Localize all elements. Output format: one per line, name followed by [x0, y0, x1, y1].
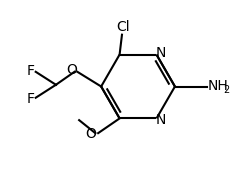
- Text: F: F: [26, 64, 35, 78]
- Text: N: N: [156, 46, 166, 60]
- Text: F: F: [26, 92, 35, 106]
- Text: N: N: [156, 113, 166, 127]
- Text: 2: 2: [224, 85, 230, 95]
- Text: O: O: [66, 63, 77, 77]
- Text: O: O: [85, 127, 96, 141]
- Text: NH: NH: [208, 79, 228, 93]
- Text: Cl: Cl: [116, 20, 129, 34]
